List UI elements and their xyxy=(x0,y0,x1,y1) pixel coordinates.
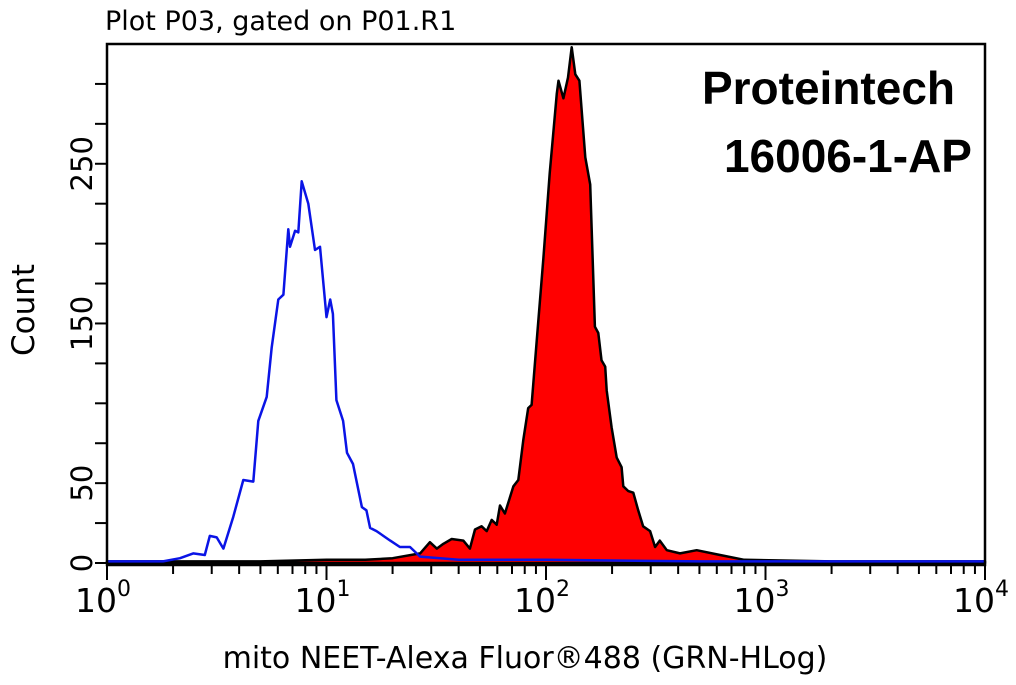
x-tick-label: 104 xyxy=(953,577,1009,620)
watermark-brand: Proteintech xyxy=(702,62,955,114)
x-axis-label: mito NEET-Alexa Fluor®488 (GRN-HLog) xyxy=(223,641,828,676)
y-tick-label: 0 xyxy=(65,554,99,572)
x-tick-base: 10 xyxy=(295,581,337,620)
x-tick-base: 10 xyxy=(734,581,776,620)
y-axis: 0 50 150 250 xyxy=(65,82,107,572)
x-tick-label: 102 xyxy=(514,577,570,620)
x-tick-label: 101 xyxy=(295,577,351,620)
y-tick-label: 50 xyxy=(65,465,99,502)
x-tick-base: 10 xyxy=(953,581,995,620)
plot-area xyxy=(105,45,987,565)
x-tick-exponent: 3 xyxy=(776,577,790,602)
series-0-line xyxy=(107,180,985,563)
x-tick-exponent: 1 xyxy=(337,577,351,602)
chart-title: Plot P03, gated on P01.R1 xyxy=(105,6,456,37)
watermark-catalog: 16006-1-AP xyxy=(724,130,972,182)
x-tick-label: 100 xyxy=(75,577,131,620)
x-tick-exponent: 0 xyxy=(117,577,131,602)
x-tick-exponent: 2 xyxy=(556,577,570,602)
x-tick-base: 10 xyxy=(75,581,117,620)
y-tick-label: 150 xyxy=(65,296,99,351)
x-axis: 100 101 102 103 104 xyxy=(75,565,1009,620)
y-axis-label: Count xyxy=(6,264,42,356)
x-tick-label: 103 xyxy=(734,577,790,620)
series-1-area xyxy=(105,45,987,565)
x-tick-exponent: 4 xyxy=(995,577,1009,602)
y-tick-label: 250 xyxy=(65,136,99,191)
x-tick-base: 10 xyxy=(514,581,556,620)
